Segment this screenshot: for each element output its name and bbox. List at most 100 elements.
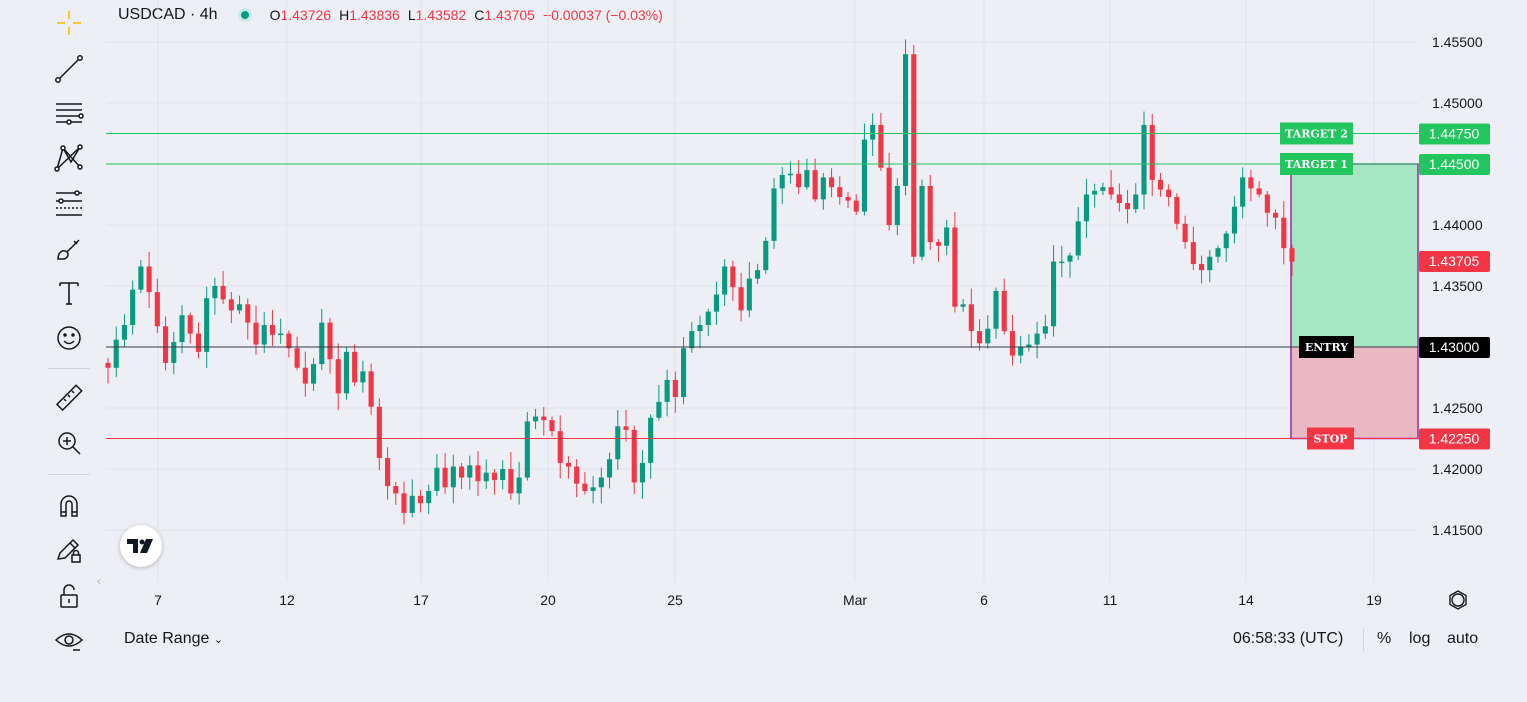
candle-body	[656, 401, 662, 418]
crosshair-icon[interactable]	[47, 5, 91, 41]
candle-body	[639, 462, 645, 483]
candle-body	[1125, 203, 1131, 210]
candle-body	[985, 328, 991, 344]
candle-body	[1018, 347, 1024, 356]
scroll-left-icon[interactable]: ‹	[97, 574, 101, 588]
candle-body	[220, 286, 226, 300]
candle-body	[787, 173, 793, 176]
candle-body	[903, 54, 909, 186]
candle-body	[771, 188, 777, 241]
candle-body	[1042, 326, 1048, 334]
high-value: 1.43836	[349, 7, 400, 23]
candle-body	[442, 467, 448, 488]
candle-body	[1248, 177, 1254, 189]
target1-price-badge: 1.44500	[1429, 156, 1480, 172]
candle-body	[574, 466, 580, 484]
brush-icon[interactable]	[47, 230, 91, 266]
auto-toggle[interactable]: auto	[1447, 630, 1479, 647]
candle-body	[1116, 194, 1122, 204]
candle-body	[1281, 217, 1287, 249]
candle-body	[648, 417, 654, 463]
candle-body	[870, 124, 876, 140]
axis-settings-icon[interactable]	[1449, 590, 1467, 610]
time-tick: Mar	[843, 592, 867, 608]
fib-levels-icon[interactable]	[47, 185, 91, 221]
pencil-lock-icon[interactable]	[47, 532, 91, 568]
low-value: 1.43582	[415, 7, 467, 23]
time-tick: 20	[540, 592, 556, 608]
bottom-divider	[1363, 628, 1364, 652]
candle-body	[146, 266, 152, 293]
text-icon[interactable]	[47, 275, 91, 311]
stop-zone[interactable]	[1291, 347, 1418, 439]
candle-body	[1075, 221, 1081, 256]
candle-body	[1059, 261, 1065, 264]
level-tag-bg	[1307, 427, 1354, 450]
bottom-bar: Date Range ⌄ 06:58:33 (UTC) % log auto	[0, 620, 1527, 664]
ruler-icon[interactable]	[47, 380, 91, 416]
candle-body	[557, 431, 563, 463]
drawing-toolbar	[0, 0, 100, 702]
clock-time[interactable]: 06:58:33 (UTC)	[1233, 630, 1344, 647]
magnet-icon[interactable]	[47, 487, 91, 523]
candle-body	[533, 416, 539, 422]
pattern-icon[interactable]	[47, 140, 91, 176]
lock-icon[interactable]	[47, 578, 91, 614]
candle-body	[121, 325, 127, 340]
tradingview-logo[interactable]	[120, 525, 162, 567]
time-axis[interactable]: 7 12 17 20 25 Mar 6 11 14 19	[154, 592, 1382, 608]
candle-body	[755, 270, 761, 279]
candle-body	[187, 315, 193, 334]
percent-toggle[interactable]: %	[1377, 630, 1392, 647]
candle-body	[393, 486, 399, 494]
toolbar-divider	[48, 368, 90, 369]
candle-body	[179, 315, 185, 343]
level-tag-bg	[1280, 122, 1353, 145]
eye-icon[interactable]	[47, 622, 91, 658]
candle-body	[722, 266, 728, 295]
price-chart[interactable]: 1.45500 1.45000 1.44500 1.44000 1.43500 1.430…	[0, 0, 1527, 620]
candle-body	[483, 472, 489, 482]
chevron-down-icon: ⌄	[213, 634, 224, 646]
level-tag: ENTRY	[1305, 341, 1348, 354]
candle-body	[1199, 264, 1205, 271]
close-label: C	[474, 7, 485, 23]
candle-body	[269, 325, 275, 335]
candle-body	[237, 304, 243, 311]
target2-price-badge: 1.44750	[1429, 126, 1480, 142]
candle-body	[171, 342, 177, 363]
candle-body	[376, 406, 382, 459]
candle-body	[352, 351, 358, 383]
candle-body	[105, 362, 111, 368]
zoom-in-icon[interactable]	[47, 425, 91, 461]
candle-body	[541, 416, 547, 421]
horizontal-lines-icon[interactable]	[47, 95, 91, 131]
level-tag-bg	[1280, 153, 1353, 175]
candle-body	[820, 177, 826, 200]
candle-body	[894, 185, 900, 225]
current-price-badge-bg	[1419, 250, 1490, 272]
position-zones	[1290, 163, 1419, 440]
market-status-icon	[237, 8, 252, 22]
stop-price-badge: 1.42250	[1429, 431, 1480, 447]
candle-body	[1026, 344, 1032, 347]
candle-body	[1009, 331, 1015, 356]
time-tick: 12	[279, 592, 295, 608]
candle-body	[475, 465, 481, 482]
date-range-label: Date Range	[124, 630, 210, 647]
log-toggle[interactable]: log	[1409, 630, 1431, 647]
trend-line-icon[interactable]	[47, 50, 91, 86]
candle-body	[689, 331, 695, 349]
candle-body	[952, 227, 958, 307]
candle-body	[204, 298, 210, 352]
price-axis[interactable]: 1.45500 1.45000 1.44500 1.44000 1.43500 1.430…	[1432, 34, 1483, 538]
candle-body	[1083, 194, 1089, 222]
target-zone[interactable]	[1291, 164, 1418, 347]
candle-body	[368, 371, 374, 407]
time-tick: 25	[667, 592, 683, 608]
emoji-icon[interactable]	[47, 320, 91, 356]
time-tick: 17	[413, 592, 429, 608]
candle-body	[343, 351, 349, 394]
symbol-title[interactable]: USDCAD · 4h	[118, 6, 218, 23]
date-range-button[interactable]: Date Range ⌄	[124, 630, 223, 648]
